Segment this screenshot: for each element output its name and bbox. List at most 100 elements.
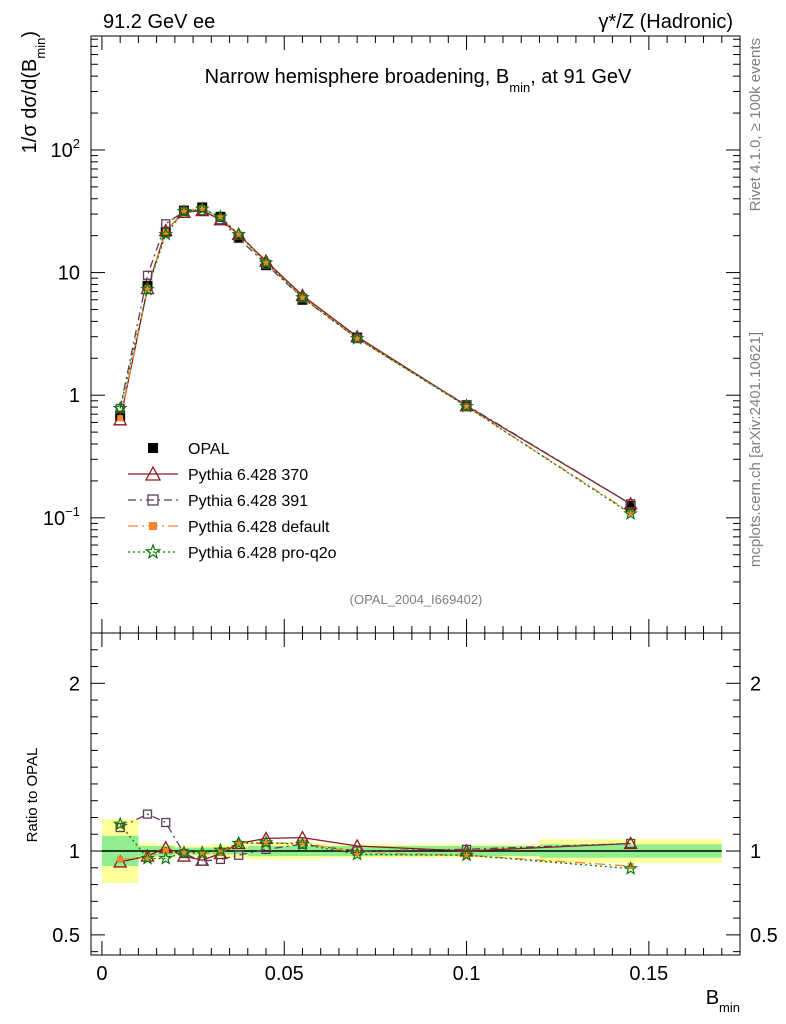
series-point-3 bbox=[158, 226, 174, 241]
legend-marker bbox=[149, 522, 157, 530]
ratio-point-2 bbox=[180, 849, 187, 856]
series-point-3 bbox=[194, 201, 210, 216]
analysis-id-label: (OPAL_2004_I669402) bbox=[350, 592, 483, 607]
ratio-frame bbox=[90, 632, 741, 956]
y-tick-label: 1 bbox=[69, 385, 80, 407]
ratio-point-2 bbox=[117, 856, 124, 863]
ratio-point-3 bbox=[623, 860, 638, 875]
legend-label: OPAL bbox=[188, 441, 230, 458]
y-tick-label: 10 bbox=[58, 263, 80, 285]
ratio-tick-label-right: 0.5 bbox=[750, 925, 778, 947]
ratio-point-2 bbox=[144, 853, 151, 860]
ratio-point-2 bbox=[162, 848, 169, 855]
legend-marker bbox=[144, 543, 162, 560]
legend-label: Pythia 6.428 default bbox=[188, 519, 330, 536]
ratio-point-1 bbox=[142, 809, 153, 819]
series-point-2 bbox=[144, 284, 151, 291]
ratio-point-2 bbox=[235, 839, 242, 846]
main-panel: Narrow hemisphere broadening, Bmin, at 9… bbox=[43, 35, 741, 634]
series-point-1 bbox=[297, 293, 308, 303]
header-process-label: γ*/Z (Hadronic) bbox=[599, 11, 733, 33]
series-line-2 bbox=[119, 207, 631, 514]
ratio-tick-label: 1 bbox=[69, 841, 80, 863]
rivet-version-label: Rivet 4.1.0, ≥ 100k events bbox=[747, 38, 764, 211]
series-point-2 bbox=[117, 415, 124, 422]
x-tick-label: 0.1 bbox=[453, 963, 481, 985]
x-tick-label: 0 bbox=[96, 963, 107, 985]
mcplots-credit-label: mcplots.cern.ch [arXiv:2401.10621] bbox=[747, 332, 764, 567]
ratio-line-3 bbox=[119, 823, 631, 870]
x-tick-label: 0.15 bbox=[629, 963, 668, 985]
ratio-point-3 bbox=[176, 844, 192, 860]
series-point-2 bbox=[263, 259, 270, 266]
series-point-2 bbox=[299, 294, 306, 301]
ratio-point-0 bbox=[623, 836, 638, 850]
ratio-point-1 bbox=[115, 822, 125, 833]
ratio-line-1 bbox=[119, 813, 631, 862]
series-point-1 bbox=[142, 270, 153, 280]
ratio-axis-label: Ratio to OPAL bbox=[24, 748, 41, 843]
series-point-2 bbox=[235, 231, 242, 238]
ratio-point-1 bbox=[234, 850, 244, 860]
series-point-2 bbox=[199, 205, 206, 212]
ratio-tick-label: 2 bbox=[69, 673, 80, 695]
ratio-point-2 bbox=[463, 852, 470, 859]
ratio-point-3 bbox=[231, 835, 246, 850]
series-point-2 bbox=[217, 214, 224, 221]
ratio-point-3 bbox=[158, 850, 174, 865]
legend: OPAL Pythia 6.428 370 Pythia 6.428 391 Pyth… bbox=[128, 441, 337, 562]
ratio-tick-label-right: 1 bbox=[750, 841, 761, 863]
ratio-point-1 bbox=[179, 848, 189, 859]
series-point-3 bbox=[459, 398, 474, 413]
ratio-point-3 bbox=[349, 846, 365, 861]
series-point-2 bbox=[627, 509, 634, 516]
y-tick-label: 102 bbox=[51, 136, 80, 162]
series-point-3 bbox=[231, 226, 247, 241]
ratio-point-3 bbox=[194, 844, 210, 860]
legend-marker bbox=[144, 465, 162, 481]
x-tick-label: 0.05 bbox=[265, 963, 304, 985]
y-tick-label: 10−1 bbox=[43, 504, 80, 530]
series-point-2 bbox=[354, 335, 361, 342]
series-line-0 bbox=[119, 209, 631, 505]
data-point bbox=[625, 500, 636, 511]
ratio-point-2 bbox=[627, 863, 634, 870]
header-energy-label: 91.2 GeV ee bbox=[103, 11, 215, 33]
series-point-3 bbox=[349, 330, 365, 345]
series-point-3 bbox=[213, 209, 228, 224]
ratio-panel: 0.5 0.5 1 1 2 2 bbox=[52, 632, 778, 956]
ratio-point-2 bbox=[263, 840, 270, 847]
ratio-line-2 bbox=[120, 841, 631, 867]
ratio-point-2 bbox=[299, 839, 306, 846]
legend-label: Pythia 6.428 370 bbox=[188, 467, 308, 484]
main-frame bbox=[90, 35, 741, 634]
ratio-tick-label-right: 2 bbox=[750, 673, 761, 695]
ratio-point-3 bbox=[140, 850, 155, 865]
series-point-2 bbox=[162, 228, 169, 235]
ratio-point-1 bbox=[625, 838, 636, 849]
series-point-3 bbox=[176, 203, 192, 218]
series-point-3 bbox=[295, 289, 310, 304]
series-point-3 bbox=[258, 255, 274, 270]
ratio-point-3 bbox=[258, 834, 274, 849]
ratio-point-2 bbox=[199, 851, 206, 858]
ratio-point-3 bbox=[459, 847, 474, 862]
series-point-2 bbox=[463, 403, 470, 410]
series-point-2 bbox=[180, 207, 187, 214]
ratio-point-3 bbox=[295, 836, 310, 851]
ratio-point-1 bbox=[161, 817, 171, 828]
ratio-tick-label: 0.5 bbox=[52, 925, 80, 947]
legend-marker bbox=[148, 443, 158, 453]
series-point-3 bbox=[623, 505, 638, 521]
series-point-3 bbox=[140, 281, 155, 296]
ratio-point-2 bbox=[354, 849, 361, 856]
series-point-3 bbox=[112, 400, 128, 415]
x-axis-label: Bmin bbox=[706, 987, 740, 1015]
series-line-3 bbox=[119, 208, 631, 515]
ratio-point-3 bbox=[213, 842, 228, 857]
legend-label: Pythia 6.428 pro-q2o bbox=[188, 545, 337, 562]
legend-marker bbox=[147, 494, 159, 506]
ratio-line-0 bbox=[120, 836, 631, 863]
ratio-point-3 bbox=[112, 816, 128, 831]
